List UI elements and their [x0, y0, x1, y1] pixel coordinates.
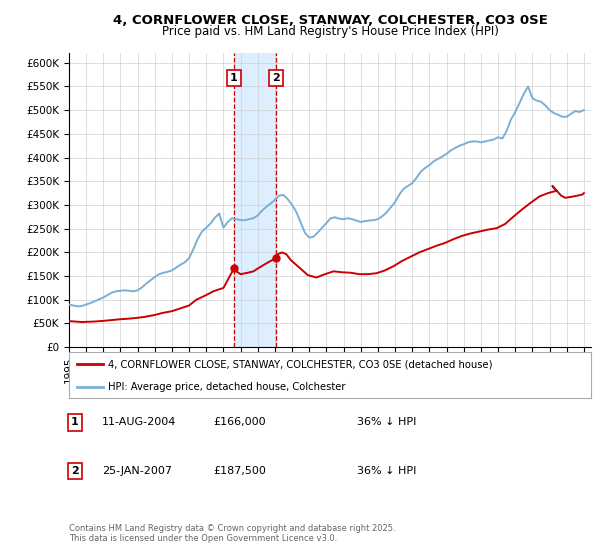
- Text: 1: 1: [230, 73, 238, 83]
- Text: HPI: Average price, detached house, Colchester: HPI: Average price, detached house, Colc…: [108, 382, 346, 393]
- Text: £187,500: £187,500: [213, 466, 266, 476]
- Text: 36% ↓ HPI: 36% ↓ HPI: [357, 466, 416, 476]
- Text: 2: 2: [71, 466, 79, 476]
- Text: £166,000: £166,000: [213, 417, 266, 427]
- Text: Contains HM Land Registry data © Crown copyright and database right 2025.
This d: Contains HM Land Registry data © Crown c…: [69, 524, 395, 543]
- Text: 11-AUG-2004: 11-AUG-2004: [102, 417, 176, 427]
- Text: 4, CORNFLOWER CLOSE, STANWAY, COLCHESTER, CO3 0SE: 4, CORNFLOWER CLOSE, STANWAY, COLCHESTER…: [113, 14, 547, 27]
- Text: 1: 1: [71, 417, 79, 427]
- Text: 36% ↓ HPI: 36% ↓ HPI: [357, 417, 416, 427]
- Text: 25-JAN-2007: 25-JAN-2007: [102, 466, 172, 476]
- Text: Price paid vs. HM Land Registry's House Price Index (HPI): Price paid vs. HM Land Registry's House …: [161, 25, 499, 38]
- Bar: [234, 53, 276, 347]
- Text: 2: 2: [272, 73, 280, 83]
- Text: 4, CORNFLOWER CLOSE, STANWAY, COLCHESTER, CO3 0SE (detached house): 4, CORNFLOWER CLOSE, STANWAY, COLCHESTER…: [108, 359, 493, 369]
